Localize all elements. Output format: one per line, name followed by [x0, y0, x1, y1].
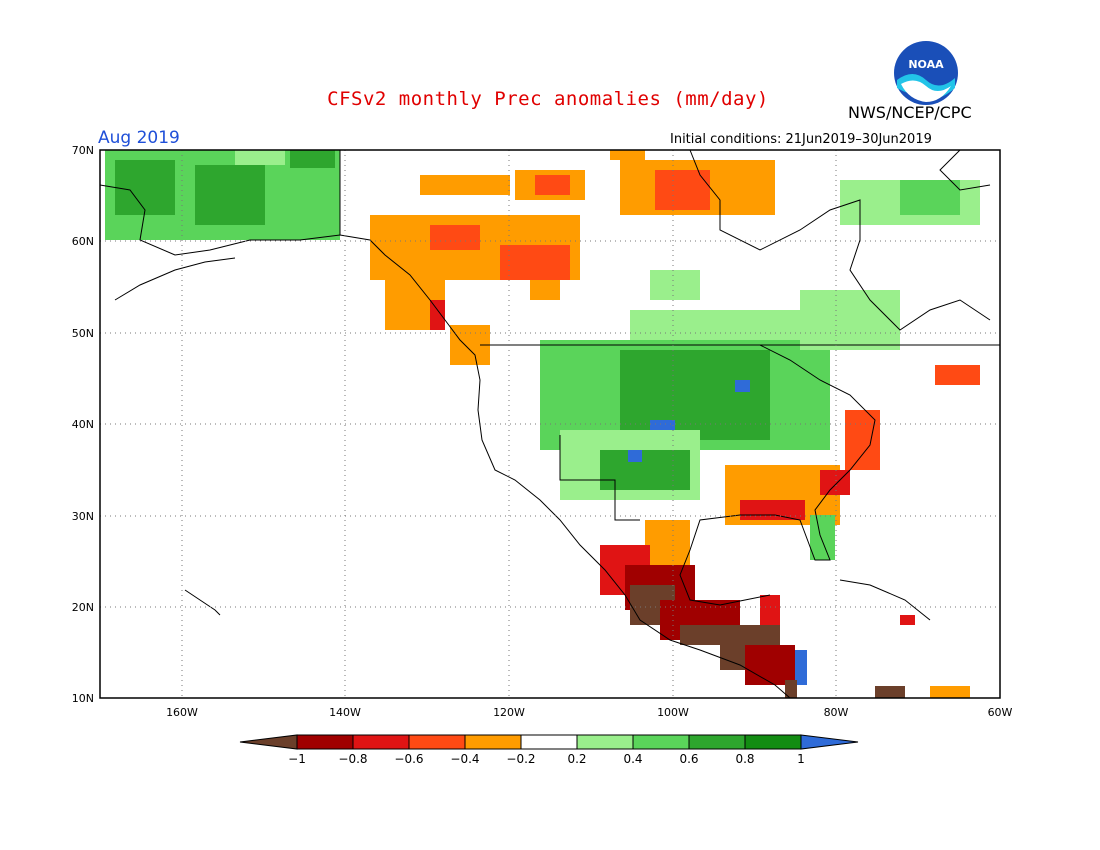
colorbar-label: 1	[797, 752, 805, 766]
agency-label: NWS/NCEP/CPC	[848, 103, 972, 122]
colorbar-label: 0.8	[735, 752, 754, 766]
lon-label: 100W	[657, 706, 689, 719]
colorbar-bin	[296, 734, 354, 750]
lat-label: 10N	[72, 692, 94, 705]
anomaly-patch	[430, 300, 445, 330]
lat-label: 60N	[72, 235, 94, 248]
anomaly-patch	[600, 450, 690, 490]
colorbar-label: 0.2	[567, 752, 586, 766]
colorbar-label: −0.2	[506, 752, 535, 766]
lat-label: 30N	[72, 510, 94, 523]
lat-label: 50N	[72, 327, 94, 340]
anomaly-patch	[760, 595, 780, 625]
lon-label: 120W	[493, 706, 525, 719]
colorbar-label: −1	[288, 752, 306, 766]
anomaly-patch	[630, 310, 810, 340]
anomaly-patch	[535, 175, 570, 195]
lat-axis: 70N 60N 50N 40N 30N 20N 10N	[72, 144, 94, 705]
anomaly-patch	[820, 470, 850, 495]
lon-label: 160W	[166, 706, 198, 719]
lat-label: 40N	[72, 418, 94, 431]
anomaly-patch	[235, 150, 285, 165]
colorbar-bin	[688, 734, 746, 750]
chart-title: CFSv2 monthly Prec anomalies (mm/day)	[327, 88, 769, 110]
colorbar-bin	[744, 734, 802, 750]
colorbar-bin	[408, 734, 466, 750]
lon-axis: 160W 140W 120W 100W 80W 60W	[166, 706, 1012, 719]
colorbar-label: 0.4	[623, 752, 642, 766]
anomaly-patch	[650, 270, 700, 300]
lon-label: 60W	[988, 706, 1013, 719]
anomaly-patch	[680, 625, 730, 645]
lat-label: 70N	[72, 144, 94, 157]
anomaly-patch	[115, 160, 175, 215]
anomaly-patch	[740, 500, 805, 520]
lon-label: 80W	[824, 706, 849, 719]
anomaly-patch	[610, 150, 645, 160]
anomaly-patch	[785, 680, 797, 698]
anomaly-patch	[745, 645, 795, 685]
forecast-month: Aug 2019	[98, 128, 180, 148]
anomaly-patch	[875, 686, 905, 698]
anomaly-patch	[810, 515, 835, 560]
anomaly-patch	[795, 650, 807, 685]
anomaly-patch	[655, 170, 710, 210]
colorbar-bin	[632, 734, 690, 750]
colorbar-above-arrow	[800, 734, 859, 750]
anomaly-patch	[620, 350, 770, 440]
anomaly-patch	[195, 165, 265, 225]
colorbar-bin	[464, 734, 522, 750]
colorbar: −1 −0.8 −0.6 −0.4 −0.2 0.2 0.4 0.6 0.8 1	[239, 734, 859, 766]
anomaly-field	[105, 150, 980, 698]
coastlines	[99, 149, 1000, 699]
colorbar-label: −0.8	[338, 752, 367, 766]
anomaly-patch	[800, 290, 900, 350]
lat-label: 20N	[72, 601, 94, 614]
noaa-logo-text: NOAA	[908, 58, 944, 71]
graticule	[100, 150, 1000, 698]
colorbar-label: −0.4	[450, 752, 479, 766]
anomaly-patch	[290, 150, 335, 168]
anomaly-patch	[845, 410, 880, 470]
colorbar-bin	[352, 734, 410, 750]
map-frame	[99, 149, 1001, 699]
initial-conditions: Initial conditions: 21Jun2019–30Jun2019	[670, 132, 932, 147]
anomaly-patch	[900, 615, 915, 625]
anomaly-patch	[628, 450, 642, 462]
anomaly-patch	[430, 225, 480, 250]
colorbar-below-arrow	[239, 734, 298, 750]
colorbar-label: −0.6	[394, 752, 423, 766]
anomaly-patch	[530, 280, 560, 300]
lon-label: 140W	[329, 706, 361, 719]
colorbar-label: 0.6	[679, 752, 698, 766]
anomaly-patch	[735, 380, 750, 392]
anomaly-patch	[900, 180, 960, 215]
noaa-logo-icon: NOAA	[893, 40, 959, 110]
colorbar-bin	[520, 734, 578, 750]
anomaly-patch	[930, 686, 970, 698]
anomaly-patch	[935, 365, 980, 385]
anomaly-patch	[500, 245, 570, 280]
anomaly-patch	[420, 175, 510, 195]
colorbar-bin	[576, 734, 634, 750]
